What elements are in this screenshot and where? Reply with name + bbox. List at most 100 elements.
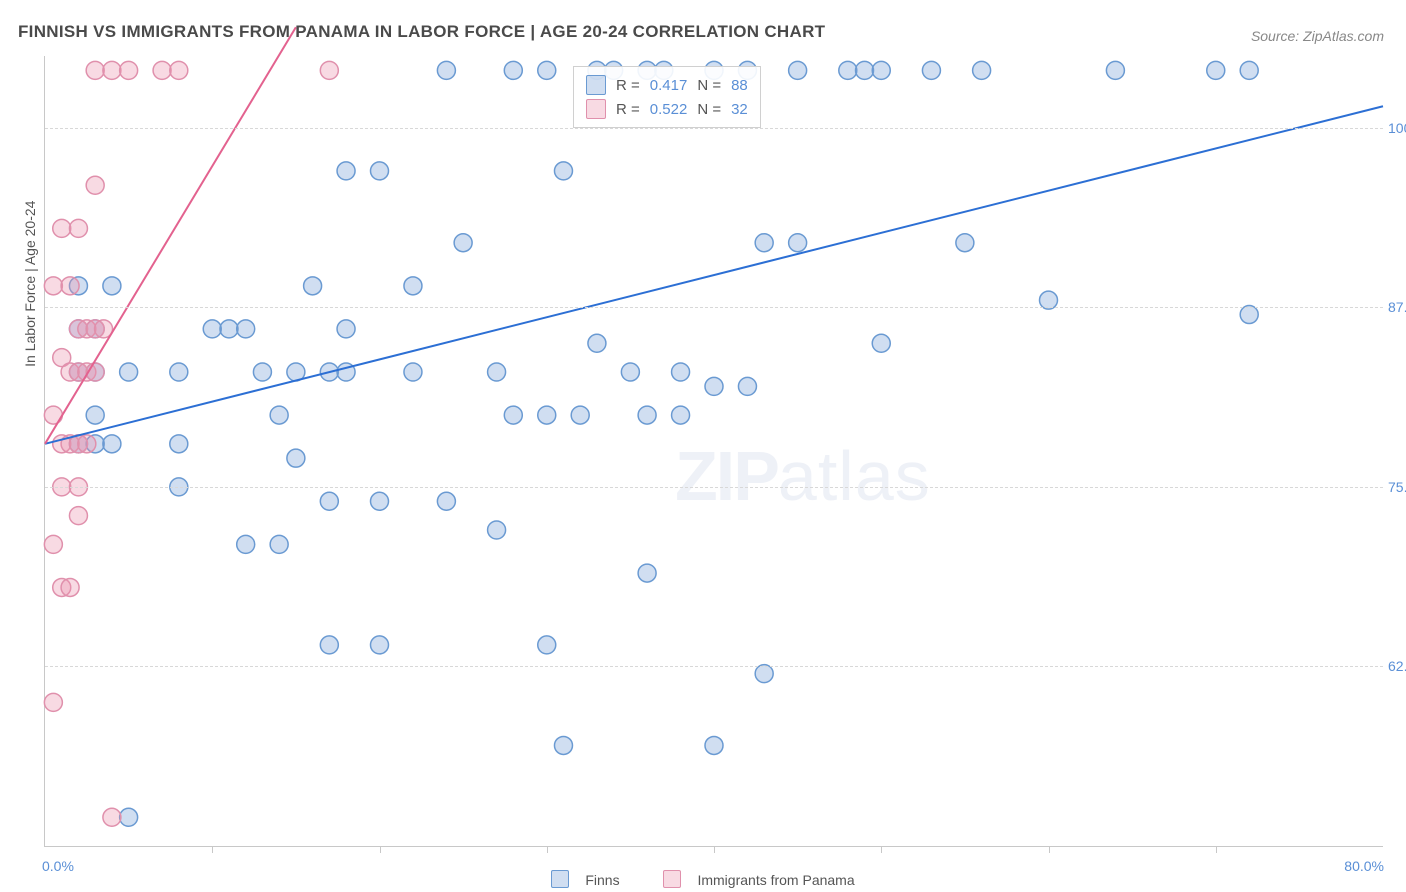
data-point [856,61,874,79]
data-point [103,435,121,453]
y-tick-label: 87.5% [1388,299,1406,315]
data-point [588,334,606,352]
data-point [44,693,62,711]
data-point [120,363,138,381]
data-point [538,636,556,654]
source-attribution: Source: ZipAtlas.com [1251,28,1384,44]
data-point [672,406,690,424]
data-point [270,406,288,424]
data-point [320,61,338,79]
data-point [320,492,338,510]
data-point [789,61,807,79]
n-label: N = [697,77,721,94]
data-point [554,162,572,180]
data-point [371,636,389,654]
data-point [488,363,506,381]
swatch-finns [551,870,569,888]
data-point [488,521,506,539]
data-point [44,277,62,295]
data-point [237,535,255,553]
x-tick [212,846,213,853]
data-point [1240,61,1258,79]
gridline [45,128,1383,129]
data-point [538,61,556,79]
data-point [320,636,338,654]
data-point [672,363,690,381]
data-point [103,277,121,295]
data-point [371,492,389,510]
data-point [973,61,991,79]
data-point [571,406,589,424]
r-value: 0.417 [650,77,688,94]
gridline [45,666,1383,667]
data-point [53,219,71,237]
x-tick [547,846,548,853]
data-point [120,808,138,826]
data-point [437,492,455,510]
data-point [170,61,188,79]
x-tick [1049,846,1050,853]
data-point [86,406,104,424]
x-tick [1216,846,1217,853]
legend-swatch [586,99,606,119]
x-tick [380,846,381,853]
data-point [705,736,723,754]
data-point [621,363,639,381]
data-point [839,61,857,79]
swatch-panama [663,870,681,888]
data-point [61,578,79,596]
data-point [153,61,171,79]
data-point [44,535,62,553]
data-point [437,61,455,79]
legend-label-finns: Finns [585,872,619,888]
data-point [86,61,104,79]
data-point [237,320,255,338]
legend-item-panama: Immigrants from Panama [653,872,864,888]
data-point [538,406,556,424]
data-point [454,234,472,252]
y-tick-label: 62.5% [1388,658,1406,674]
data-point [504,61,522,79]
legend-row: R =0.522N =32 [586,97,748,121]
data-point [1207,61,1225,79]
data-point [86,176,104,194]
legend-row: R =0.417N =88 [586,73,748,97]
data-point [554,736,572,754]
legend-swatch [586,75,606,95]
data-point [337,320,355,338]
data-point [956,234,974,252]
data-point [103,808,121,826]
data-point [872,61,890,79]
data-point [287,449,305,467]
data-point [922,61,940,79]
data-point [203,320,221,338]
data-point [504,406,522,424]
x-tick [881,846,882,853]
data-point [270,535,288,553]
data-point [337,162,355,180]
scatter-svg [45,56,1383,846]
data-point [404,363,422,381]
correlation-legend: R =0.417N =88R =0.522N =32 [573,66,761,128]
data-point [371,162,389,180]
data-point [755,234,773,252]
data-point [170,363,188,381]
n-label: N = [697,101,721,118]
chart-title: FINNISH VS IMMIGRANTS FROM PANAMA IN LAB… [18,22,825,42]
y-axis-label: In Labor Force | Age 20-24 [22,201,38,367]
data-point [120,61,138,79]
data-point [170,435,188,453]
x-tick [714,846,715,853]
r-label: R = [616,101,640,118]
legend-label-panama: Immigrants from Panama [697,872,854,888]
data-point [789,234,807,252]
r-value: 0.522 [650,101,688,118]
data-point [738,377,756,395]
data-point [69,507,87,525]
data-point [78,435,96,453]
data-point [253,363,271,381]
series-legend: Finns Immigrants from Panama [0,870,1406,888]
r-label: R = [616,77,640,94]
data-point [638,406,656,424]
data-point [61,277,79,295]
